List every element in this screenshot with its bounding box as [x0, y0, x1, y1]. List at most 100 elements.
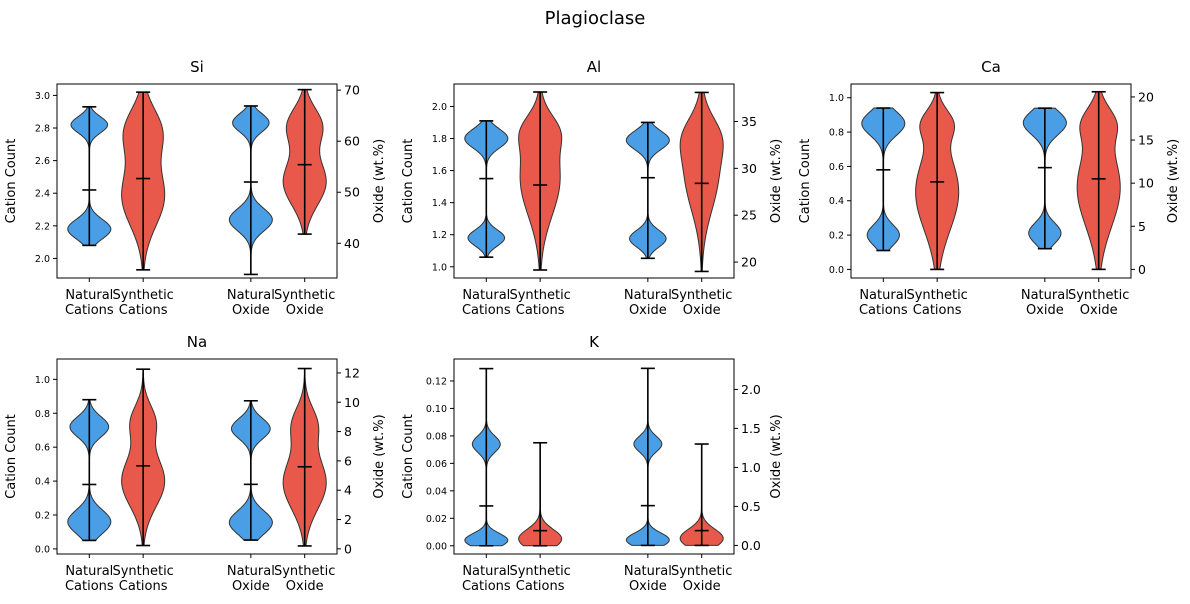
subplot-title: Si	[190, 58, 204, 76]
y-left-axis-label: Cation Count	[798, 139, 813, 224]
y-left-tick-label: 3.0	[35, 91, 50, 102]
x-tick-label: Synthetic Cations	[112, 288, 173, 318]
x-tick-label: Synthetic Oxide	[671, 564, 732, 594]
y-right-tick-label: 5	[1138, 219, 1146, 234]
y-left-axis-label: Cation Count	[401, 414, 416, 499]
y-left-tick-label: 0.04	[426, 486, 447, 497]
y-left-tick-label: 0.4	[829, 196, 844, 207]
y-left-tick-label: 2.8	[35, 124, 50, 135]
y-left-axis-label: Cation Count	[4, 139, 19, 224]
y-left-tick-label: 0.8	[35, 409, 50, 420]
y-left-axis-label: Cation Count	[401, 139, 416, 224]
subplot-k: K 0.00 0.02 0.04 0.06 0.08 0.10 0.12 0.0 0.5 1.0 1.…	[401, 333, 784, 594]
y-left-axis-label: Cation Count	[4, 414, 19, 499]
x-tick-label: Synthetic Cations	[906, 288, 967, 318]
y-left-tick-label: 0.0	[829, 265, 844, 276]
y-right-tick-label: 50	[344, 185, 360, 200]
violin-natural-cations	[861, 107, 906, 252]
y-right-tick-label: 0	[1138, 262, 1146, 277]
violin-synthetic-cations	[121, 91, 166, 271]
y-right-tick-label: 0.0	[741, 538, 761, 553]
x-tick-label: Synthetic Cations	[509, 288, 570, 318]
y-right-tick-label: 1.0	[741, 460, 761, 475]
y-right-tick-label: 70	[344, 83, 360, 98]
violin-synthetic-cations	[518, 441, 563, 547]
figure-title: Plagioclase	[545, 8, 646, 29]
violin-natural-oxide	[625, 121, 670, 260]
y-right-tick-label: 4	[344, 483, 352, 498]
violin-synthetic-cations	[915, 91, 960, 271]
x-tick-label: Natural Oxide	[624, 564, 672, 594]
y-right-tick-label: 20	[1138, 89, 1154, 104]
y-right-tick-label: 0	[344, 541, 352, 556]
y-right-tick-label: 6	[344, 453, 352, 468]
y-right-tick-label: 60	[344, 134, 360, 149]
subplot-na: Na 0.0 0.2 0.4 0.6 0.8 1.0 0 2 4 6 8 10 12 Cation Coun…	[4, 333, 387, 594]
y-left-tick-label: 1.4	[432, 198, 447, 209]
subplot-title: Al	[587, 58, 601, 76]
y-right-tick-label: 10	[344, 395, 360, 410]
y-right-axis-label: Oxide (wt.%)	[769, 139, 784, 223]
y-right-axis-label: Oxide (wt.%)	[769, 414, 784, 498]
subplot-al: Al 1.0 1.2 1.4 1.6 1.8 2.0 20 25 30 35 Cation Count…	[401, 58, 784, 318]
y-left-tick-label: 0.10	[426, 404, 447, 415]
y-left-tick-label: 0.4	[35, 477, 50, 488]
violin-natural-oxide	[625, 367, 670, 547]
violin-natural-cations	[67, 398, 112, 542]
y-left-tick-label: 2.0	[35, 254, 50, 265]
axes-frame	[850, 83, 1132, 279]
x-tick-label: Synthetic Cations	[112, 564, 173, 594]
x-tick-label: Synthetic Cations	[509, 564, 570, 594]
axes-frame	[453, 358, 735, 555]
violin-natural-cations	[464, 120, 509, 258]
violin-synthetic-oxide	[1076, 90, 1121, 271]
y-left-tick-label: 0.6	[829, 162, 844, 173]
y-right-tick-label: 8	[344, 424, 352, 439]
x-tick-label: Natural Oxide	[1021, 288, 1069, 318]
x-tick-label: Natural Oxide	[227, 288, 275, 318]
y-left-tick-label: 0.8	[829, 128, 844, 139]
violin-natural-oxide	[228, 105, 273, 276]
y-right-tick-label: 2	[344, 512, 352, 527]
x-tick-label: Natural Cations	[65, 564, 114, 594]
y-right-tick-label: 20	[741, 255, 757, 270]
violin-synthetic-oxide	[679, 443, 724, 547]
axes-frame	[453, 83, 735, 279]
y-left-tick-label: 1.6	[432, 166, 447, 177]
violin-synthetic-cations	[518, 91, 563, 271]
y-right-tick-label: 35	[741, 114, 757, 129]
x-tick-label: Natural Cations	[65, 288, 114, 318]
axes-frame	[56, 358, 338, 555]
x-tick-label: Synthetic Oxide	[1068, 288, 1129, 318]
y-left-tick-label: 0.12	[426, 376, 447, 387]
y-right-axis-label: Oxide (wt.%)	[372, 139, 387, 223]
y-left-tick-label: 0.00	[426, 541, 447, 552]
x-tick-label: Natural Cations	[462, 288, 511, 318]
subplot-title: K	[589, 333, 600, 351]
violin-synthetic-oxide	[282, 367, 327, 547]
x-tick-label: Synthetic Oxide	[671, 288, 732, 318]
y-left-tick-label: 1.8	[432, 134, 447, 145]
x-tick-label: Natural Cations	[859, 288, 908, 318]
subplot-title: Ca	[981, 58, 1001, 76]
y-left-tick-label: 0.02	[426, 514, 447, 525]
y-left-tick-label: 2.6	[35, 156, 50, 167]
violin-synthetic-cations	[121, 368, 166, 547]
y-right-tick-label: 2.0	[741, 382, 761, 397]
y-right-tick-label: 1.5	[741, 421, 761, 436]
y-left-tick-label: 2.2	[35, 221, 50, 232]
y-right-axis-label: Oxide (wt.%)	[1166, 139, 1181, 223]
subplot-ca: Ca 0.0 0.2 0.4 0.6 0.8 1.0 0 5 10 15 20 Cation Count…	[798, 58, 1181, 318]
y-left-tick-label: 0.06	[426, 459, 447, 470]
x-tick-label: Natural Oxide	[227, 564, 275, 594]
x-tick-label: Synthetic Oxide	[274, 288, 335, 318]
y-right-tick-label: 30	[741, 161, 757, 176]
y-left-tick-label: 0.2	[829, 231, 844, 242]
x-tick-label: Synthetic Oxide	[274, 564, 335, 594]
y-left-tick-label: 1.0	[829, 93, 844, 104]
axes-frame	[56, 83, 338, 279]
y-left-tick-label: 0.08	[426, 431, 447, 442]
violin-synthetic-oxide	[282, 88, 327, 235]
subplot-title: Na	[187, 333, 207, 351]
